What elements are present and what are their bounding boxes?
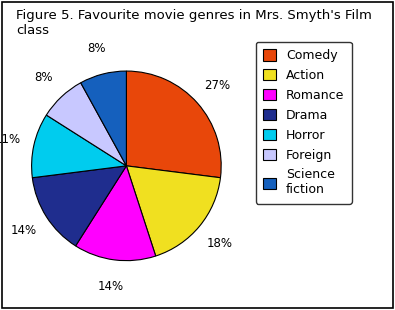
Wedge shape [81, 71, 126, 166]
Wedge shape [126, 71, 221, 178]
Text: 11%: 11% [0, 133, 21, 146]
Text: 27%: 27% [204, 79, 231, 92]
Text: 8%: 8% [34, 71, 53, 84]
Wedge shape [32, 166, 126, 246]
Text: 14%: 14% [11, 224, 37, 237]
Wedge shape [75, 166, 156, 261]
Wedge shape [32, 115, 126, 178]
Text: 14%: 14% [98, 280, 124, 293]
Wedge shape [126, 166, 220, 256]
Legend: Comedy, Action, Romance, Drama, Horror, Foreign, Science
fiction: Comedy, Action, Romance, Drama, Horror, … [256, 42, 352, 204]
Text: Figure 5. Favourite movie genres in Mrs. Smyth's Film
class: Figure 5. Favourite movie genres in Mrs.… [16, 9, 372, 37]
Wedge shape [46, 83, 126, 166]
Text: 8%: 8% [87, 42, 105, 55]
Text: 18%: 18% [207, 237, 233, 250]
